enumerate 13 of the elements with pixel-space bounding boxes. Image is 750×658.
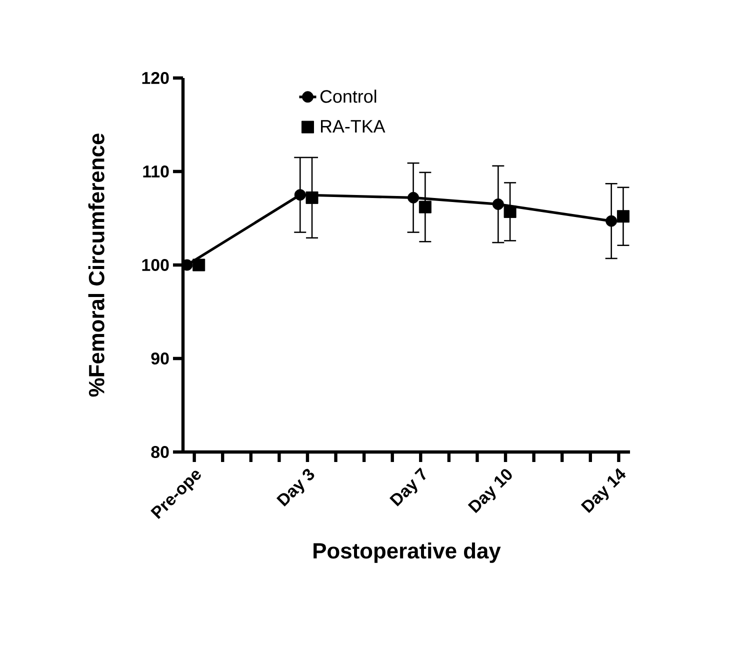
y-tick-label: 90 (151, 352, 169, 364)
x-tick-label: Day 14 (580, 468, 626, 514)
legend-label: Control (320, 90, 376, 103)
x-tick-label: Day 3 (276, 468, 314, 506)
x-tick-label: Day 7 (390, 468, 426, 506)
x-tick-label: Day 10 (468, 469, 512, 514)
y-tick-label: 120 (142, 72, 169, 84)
y-tick-label: 80 (151, 446, 169, 458)
y-tick-label: 110 (143, 166, 169, 178)
legend-label: RA-TKA (321, 120, 386, 132)
x-axis-title: Postoperative day (314, 542, 501, 563)
y-axis-title: %Femoral Circumference (88, 134, 104, 397)
y-tick-label: 100 (142, 259, 169, 271)
